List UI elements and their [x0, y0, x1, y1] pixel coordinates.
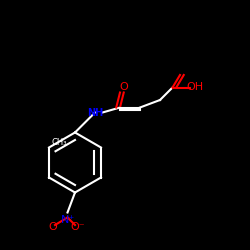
Text: NH: NH [87, 108, 103, 118]
Text: CH₃: CH₃ [51, 138, 67, 147]
Text: O: O [120, 82, 128, 92]
Text: N⁺: N⁺ [60, 215, 74, 225]
Text: O⁻: O⁻ [70, 222, 85, 232]
Text: OH: OH [186, 82, 204, 92]
Text: O: O [48, 222, 57, 232]
